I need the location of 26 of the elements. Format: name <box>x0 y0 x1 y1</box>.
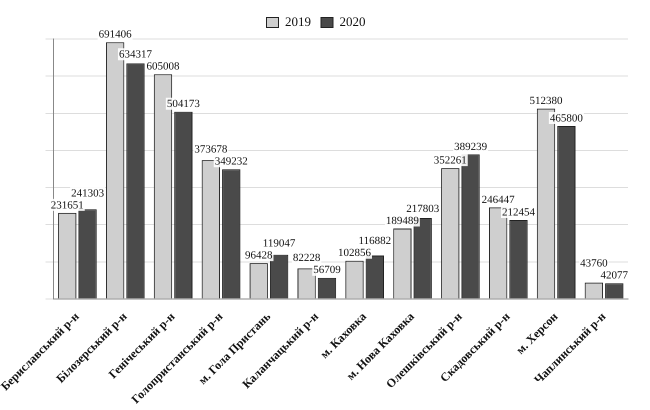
data-label: 82228 <box>292 252 321 264</box>
legend-label: 2019 <box>285 14 311 29</box>
data-label: 352261 <box>434 154 467 166</box>
data-label: 42077 <box>600 270 628 282</box>
data-label: 504173 <box>166 98 200 110</box>
data-label: 373678 <box>194 144 228 156</box>
data-label: 691406 <box>98 28 132 41</box>
data-label: 389239 <box>454 140 488 153</box>
data-label: 465800 <box>550 112 584 124</box>
data-label: 246447 <box>482 194 516 206</box>
data-label: 119047 <box>262 237 296 250</box>
data-label: 116882 <box>358 235 392 248</box>
data-label: 231651 <box>50 199 84 212</box>
data-label: 96428 <box>245 249 273 262</box>
data-label: 634317 <box>118 48 152 61</box>
data-label: 102856 <box>338 247 372 260</box>
data-label: 56709 <box>313 264 342 276</box>
data-label: 43760 <box>580 258 608 270</box>
data-label: 217803 <box>406 202 440 215</box>
data-label: 189489 <box>386 214 420 227</box>
data-label: 212454 <box>502 206 536 218</box>
data-label: 512380 <box>530 95 564 108</box>
data-label: 349232 <box>214 156 248 168</box>
data-label: 605008 <box>146 60 180 73</box>
data-label: 241303 <box>71 187 105 200</box>
legend-label: 2020 <box>340 14 366 29</box>
